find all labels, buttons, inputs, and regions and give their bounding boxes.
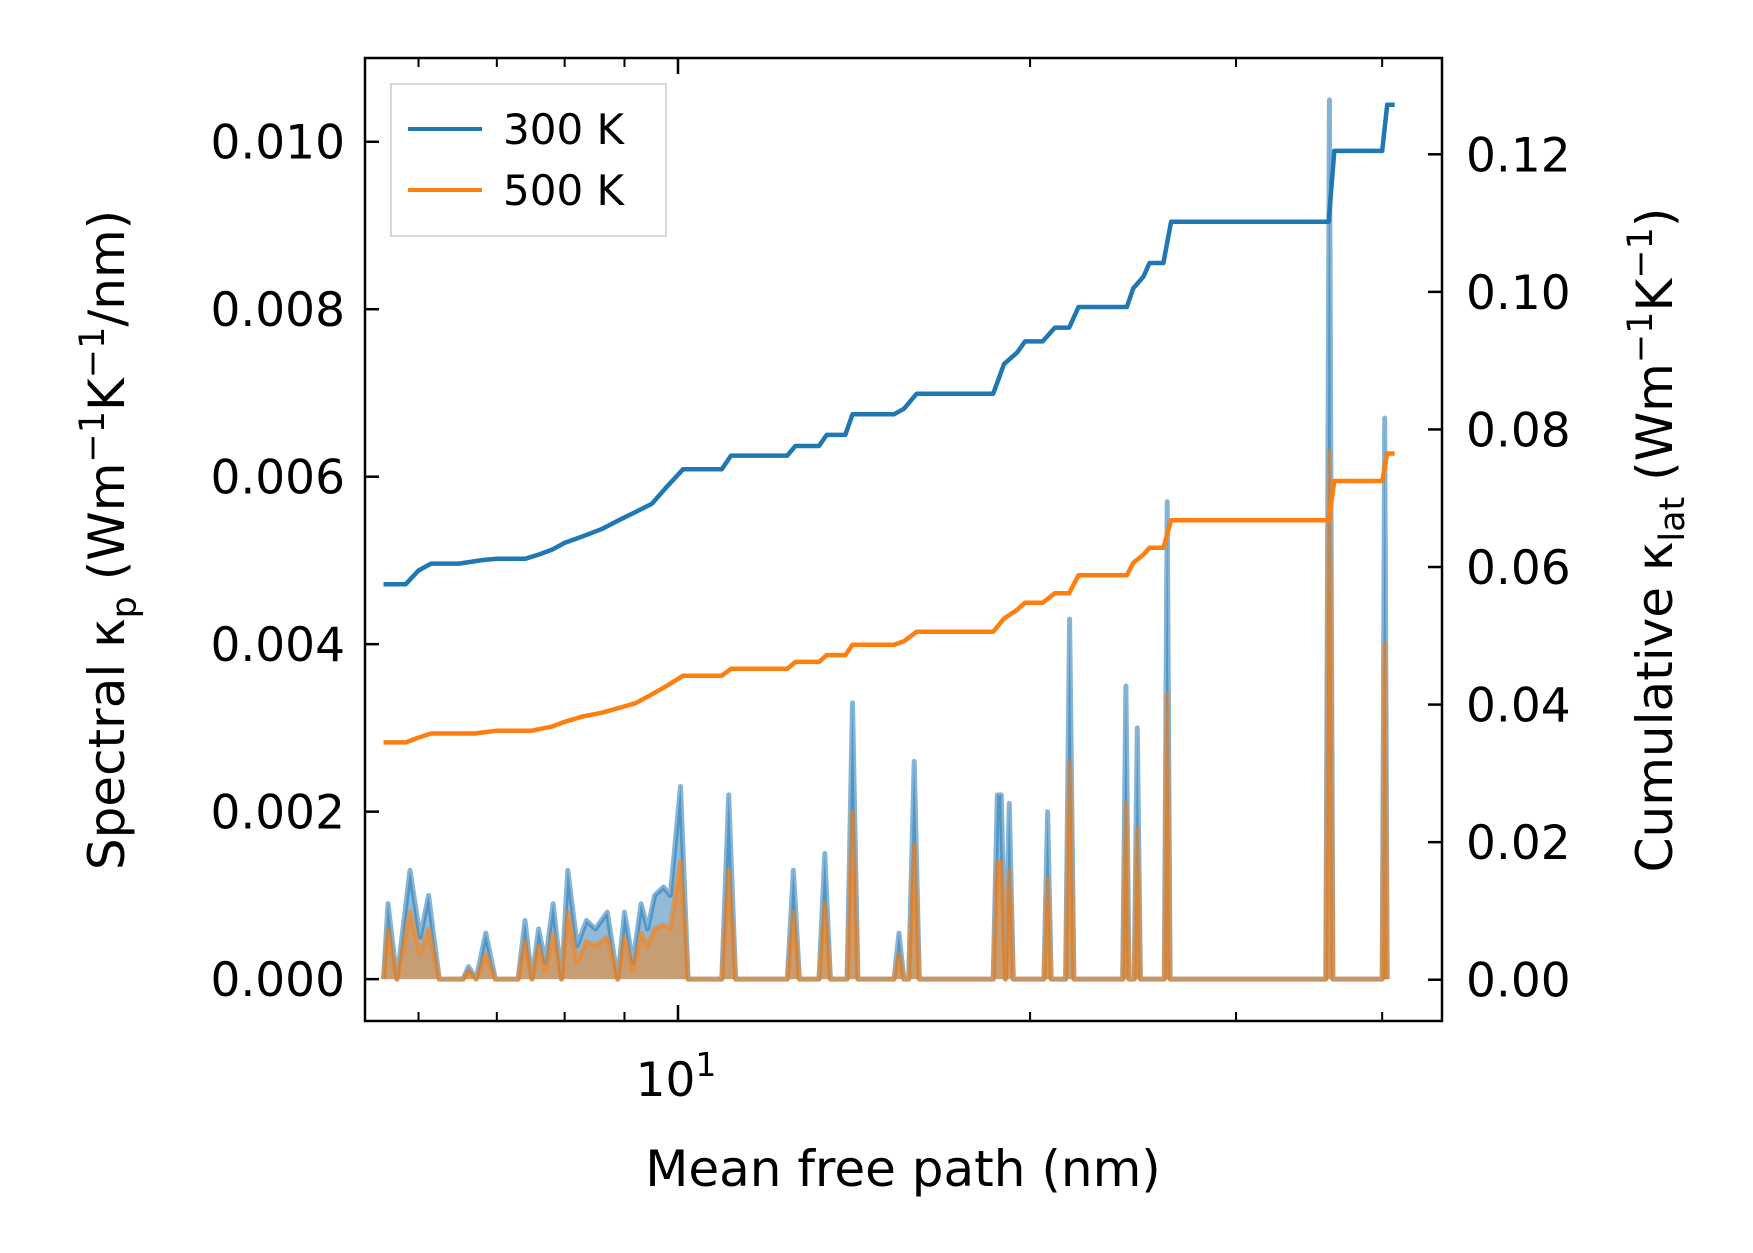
legend-box [390, 83, 667, 237]
y-right-label-units-1: (Wm [1626, 363, 1684, 481]
y-left-tick-label: 0.000 [210, 953, 345, 1008]
y-right-tick-label: 0.04 [1466, 679, 1571, 734]
legend-label-500k: 500 K [503, 166, 626, 215]
y-left-axis-label: Spectral κp (Wm−1K−1/nm) [73, 210, 145, 870]
cumulative-line-layer [383, 102, 1395, 745]
y-right-tick-label: 0.12 [1466, 128, 1571, 183]
legend: 300 K 500 K [390, 83, 667, 237]
y-left-tick-label: 0.002 [210, 786, 345, 841]
x-tick-exponent: 1 [695, 1045, 716, 1084]
outline-500-k-spectral [381, 449, 1390, 982]
y-left-label-units-3: /nm) [78, 210, 136, 327]
y-left-label-units-1: (Wm [78, 463, 136, 581]
y-right-label-units-3: ) [1626, 208, 1684, 228]
line-300-k [383, 102, 1395, 587]
spectral-fill-layer [381, 97, 1390, 982]
y-right-label-sup-1: −1 [1621, 312, 1661, 364]
y-right-label-units-2: K [1626, 278, 1684, 312]
y-right-tick-label: 0.00 [1466, 954, 1571, 1009]
y-left-tick-label: 0.004 [210, 618, 345, 673]
y-left-label-sup-1: −1 [73, 411, 113, 463]
y-right-label-main: Cumulative κ [1626, 542, 1684, 873]
y-right-label-sub: lat [1653, 497, 1693, 542]
y-right-tick-label: 0.08 [1466, 403, 1571, 458]
line-500-k [383, 451, 1395, 745]
tick-layer: 0.000 0.002 0.004 0.006 0.008 0.010 0.00 0.02 0.… [210, 58, 1571, 1021]
y-left-label-units-2: K [78, 377, 136, 411]
y-right-tick-label: 0.02 [1466, 816, 1571, 871]
y-left-label-main: Spectral κ [78, 618, 136, 870]
plot-frame [363, 56, 1444, 1023]
y-right-tick-label: 0.06 [1466, 541, 1571, 596]
y-right-axis-label: Cumulative κlat (Wm−1K−1) [1621, 208, 1693, 873]
y-left-label-sup-2: −1 [73, 327, 113, 379]
x-tick-base: 10 [636, 1053, 696, 1108]
y-right-tick-label: 0.10 [1466, 266, 1571, 321]
y-right-label-sup-2: −1 [1621, 227, 1661, 279]
y-left-tick-label: 0.008 [210, 283, 345, 338]
legend-label-300k: 300 K [503, 105, 626, 154]
y-left-tick-label: 0.006 [210, 451, 345, 506]
x-tick-label: 101 [636, 1045, 717, 1108]
y-left-label-sub: p [105, 596, 145, 618]
x-axis-label: Mean free path (nm) [645, 1140, 1161, 1198]
y-left-tick-label: 0.010 [210, 116, 345, 171]
